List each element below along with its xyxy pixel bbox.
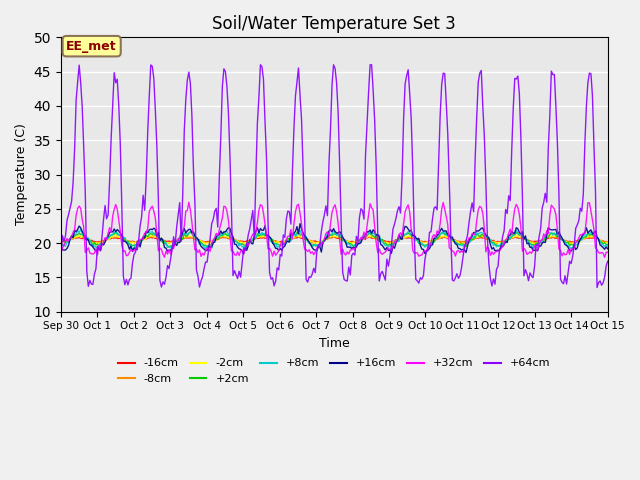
+16cm — [240, 251, 248, 257]
+8cm — [577, 237, 584, 243]
+64cm — [238, 260, 246, 266]
+8cm — [125, 240, 133, 246]
+2cm — [165, 244, 173, 250]
-2cm — [240, 240, 248, 246]
+16cm — [577, 237, 584, 242]
+8cm — [221, 229, 229, 235]
+32cm — [185, 199, 193, 205]
+8cm — [529, 247, 537, 253]
+8cm — [77, 227, 84, 232]
+2cm — [300, 232, 307, 238]
+64cm — [248, 216, 255, 222]
-8cm — [577, 236, 584, 242]
Line: +8cm: +8cm — [61, 229, 608, 250]
+16cm — [604, 246, 612, 252]
+2cm — [223, 233, 231, 239]
Title: Soil/Water Temperature Set 3: Soil/Water Temperature Set 3 — [212, 15, 456, 33]
+32cm — [249, 231, 257, 237]
-8cm — [148, 233, 156, 239]
+32cm — [240, 251, 248, 256]
-16cm — [456, 240, 464, 246]
+2cm — [250, 236, 258, 241]
+32cm — [124, 252, 132, 258]
X-axis label: Time: Time — [319, 337, 349, 350]
+64cm — [124, 282, 132, 288]
+64cm — [220, 66, 228, 72]
-8cm — [298, 235, 305, 240]
+2cm — [604, 241, 612, 247]
+64cm — [298, 117, 305, 122]
Line: +32cm: +32cm — [61, 202, 608, 257]
-8cm — [249, 237, 257, 243]
Text: EE_met: EE_met — [67, 40, 117, 53]
+32cm — [221, 204, 229, 210]
+2cm — [577, 236, 584, 241]
-16cm — [124, 239, 132, 244]
-8cm — [221, 234, 229, 240]
+16cm — [249, 241, 257, 247]
-8cm — [124, 239, 132, 244]
+32cm — [601, 254, 609, 260]
Line: +16cm: +16cm — [61, 224, 608, 254]
Line: +2cm: +2cm — [61, 232, 608, 247]
+32cm — [298, 221, 305, 227]
-2cm — [531, 241, 538, 247]
+32cm — [57, 250, 65, 255]
-8cm — [57, 239, 65, 245]
-16cm — [57, 239, 65, 244]
+64cm — [57, 256, 65, 262]
Line: -8cm: -8cm — [61, 236, 608, 244]
+16cm — [238, 248, 246, 253]
-2cm — [57, 240, 65, 246]
-2cm — [577, 239, 584, 244]
-16cm — [577, 237, 584, 242]
+2cm — [241, 242, 249, 248]
+64cm — [604, 258, 612, 264]
-2cm — [249, 236, 257, 242]
-2cm — [110, 232, 118, 238]
-16cm — [248, 236, 255, 242]
-8cm — [240, 240, 248, 245]
+2cm — [57, 242, 65, 248]
Line: -16cm: -16cm — [61, 237, 608, 243]
+8cm — [604, 244, 612, 250]
-16cm — [220, 235, 228, 240]
-2cm — [221, 234, 229, 240]
+16cm — [296, 221, 304, 227]
+64cm — [257, 62, 264, 68]
+8cm — [298, 231, 305, 237]
Legend: -16cm, -8cm, -2cm, +2cm, +8cm, +16cm, +32cm, +64cm: -16cm, -8cm, -2cm, +2cm, +8cm, +16cm, +3… — [114, 354, 555, 388]
-8cm — [604, 240, 612, 245]
+16cm — [124, 242, 132, 248]
+32cm — [604, 249, 612, 255]
+32cm — [575, 235, 582, 241]
Y-axis label: Temperature (C): Temperature (C) — [15, 123, 28, 226]
+16cm — [220, 229, 228, 235]
+2cm — [125, 242, 133, 248]
-2cm — [125, 240, 133, 246]
+16cm — [57, 243, 65, 249]
-16cm — [330, 234, 337, 240]
Line: -2cm: -2cm — [61, 235, 608, 244]
+8cm — [240, 244, 248, 250]
+8cm — [249, 236, 257, 242]
-8cm — [493, 241, 500, 247]
-16cm — [238, 239, 246, 244]
-2cm — [604, 240, 612, 245]
+16cm — [300, 230, 307, 236]
+64cm — [575, 218, 582, 224]
+64cm — [593, 285, 601, 290]
+2cm — [112, 229, 120, 235]
+8cm — [57, 243, 65, 249]
-16cm — [296, 235, 304, 240]
Line: +64cm: +64cm — [61, 65, 608, 288]
-16cm — [604, 239, 612, 245]
-2cm — [298, 234, 305, 240]
